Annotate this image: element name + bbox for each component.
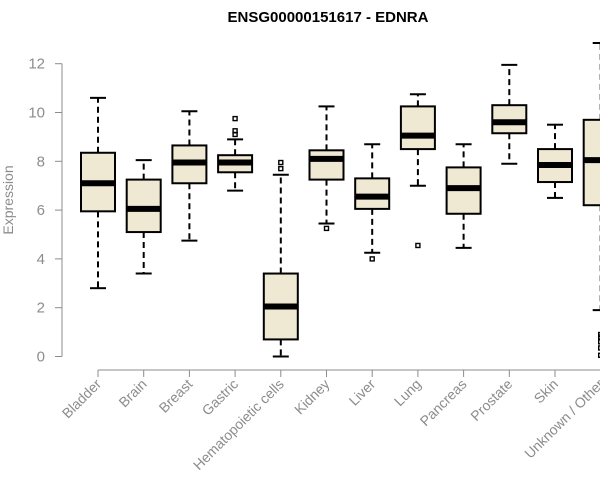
iqr-box [399,105,436,151]
outlier-point [598,331,600,338]
y-tick-label: 4 [37,251,45,268]
x-tick-label: Unknown / Other [521,376,600,462]
outlier-point [598,352,600,358]
x-tick-label: Lung [391,376,424,409]
box-group [80,96,116,290]
outlier-point [232,128,238,134]
box-group [582,41,600,358]
y-tick-label: 6 [37,202,45,219]
y-tick-label: 2 [37,300,45,317]
box-group [262,159,299,358]
box-group [445,143,482,249]
x-tick-label: Brain [115,376,149,410]
iqr-box [125,178,162,234]
iqr-box [354,177,391,210]
y-tick-label: 10 [28,105,45,122]
box-group [171,110,208,242]
box-group [399,93,436,249]
boxes [80,41,600,358]
x-tick-label: Gastric [199,376,242,419]
x-tick-label: Hematopoietic cells [190,376,287,473]
x-tick-label: Pancreas [417,376,470,429]
x-tick-label: Bladder [59,376,105,422]
x-tick-label: Skin [531,376,562,407]
outlier-point [598,345,600,351]
box-group [491,63,528,165]
x-tick-label: Prostate [467,376,515,424]
y-tick-label: 8 [37,153,45,170]
y-tick-label: 0 [37,349,45,366]
outlier-point [598,339,600,345]
y-axis: 0 2 4 6 8 10 12 [28,56,63,366]
y-tick-label: 12 [28,56,45,73]
box-group [125,159,162,275]
outlier-point [323,225,330,232]
outlier-point [369,256,375,262]
box-group [217,115,254,192]
outlier-point [232,115,238,122]
box-group [537,123,573,199]
box-group [354,143,391,262]
box-group [308,105,345,232]
outlier-point [278,165,284,172]
x-tick-label: Kidney [291,376,333,418]
outlier-point [278,159,284,166]
x-tick-label: Liver [346,376,379,409]
iqr-box [491,104,528,135]
x-tick-label: Breast [156,376,196,416]
outlier-point [415,242,421,249]
y-axis-label: Expression [0,165,16,234]
chart-title: ENSG00000151617 - EDNRA [228,9,429,26]
iqr-box [308,149,345,181]
